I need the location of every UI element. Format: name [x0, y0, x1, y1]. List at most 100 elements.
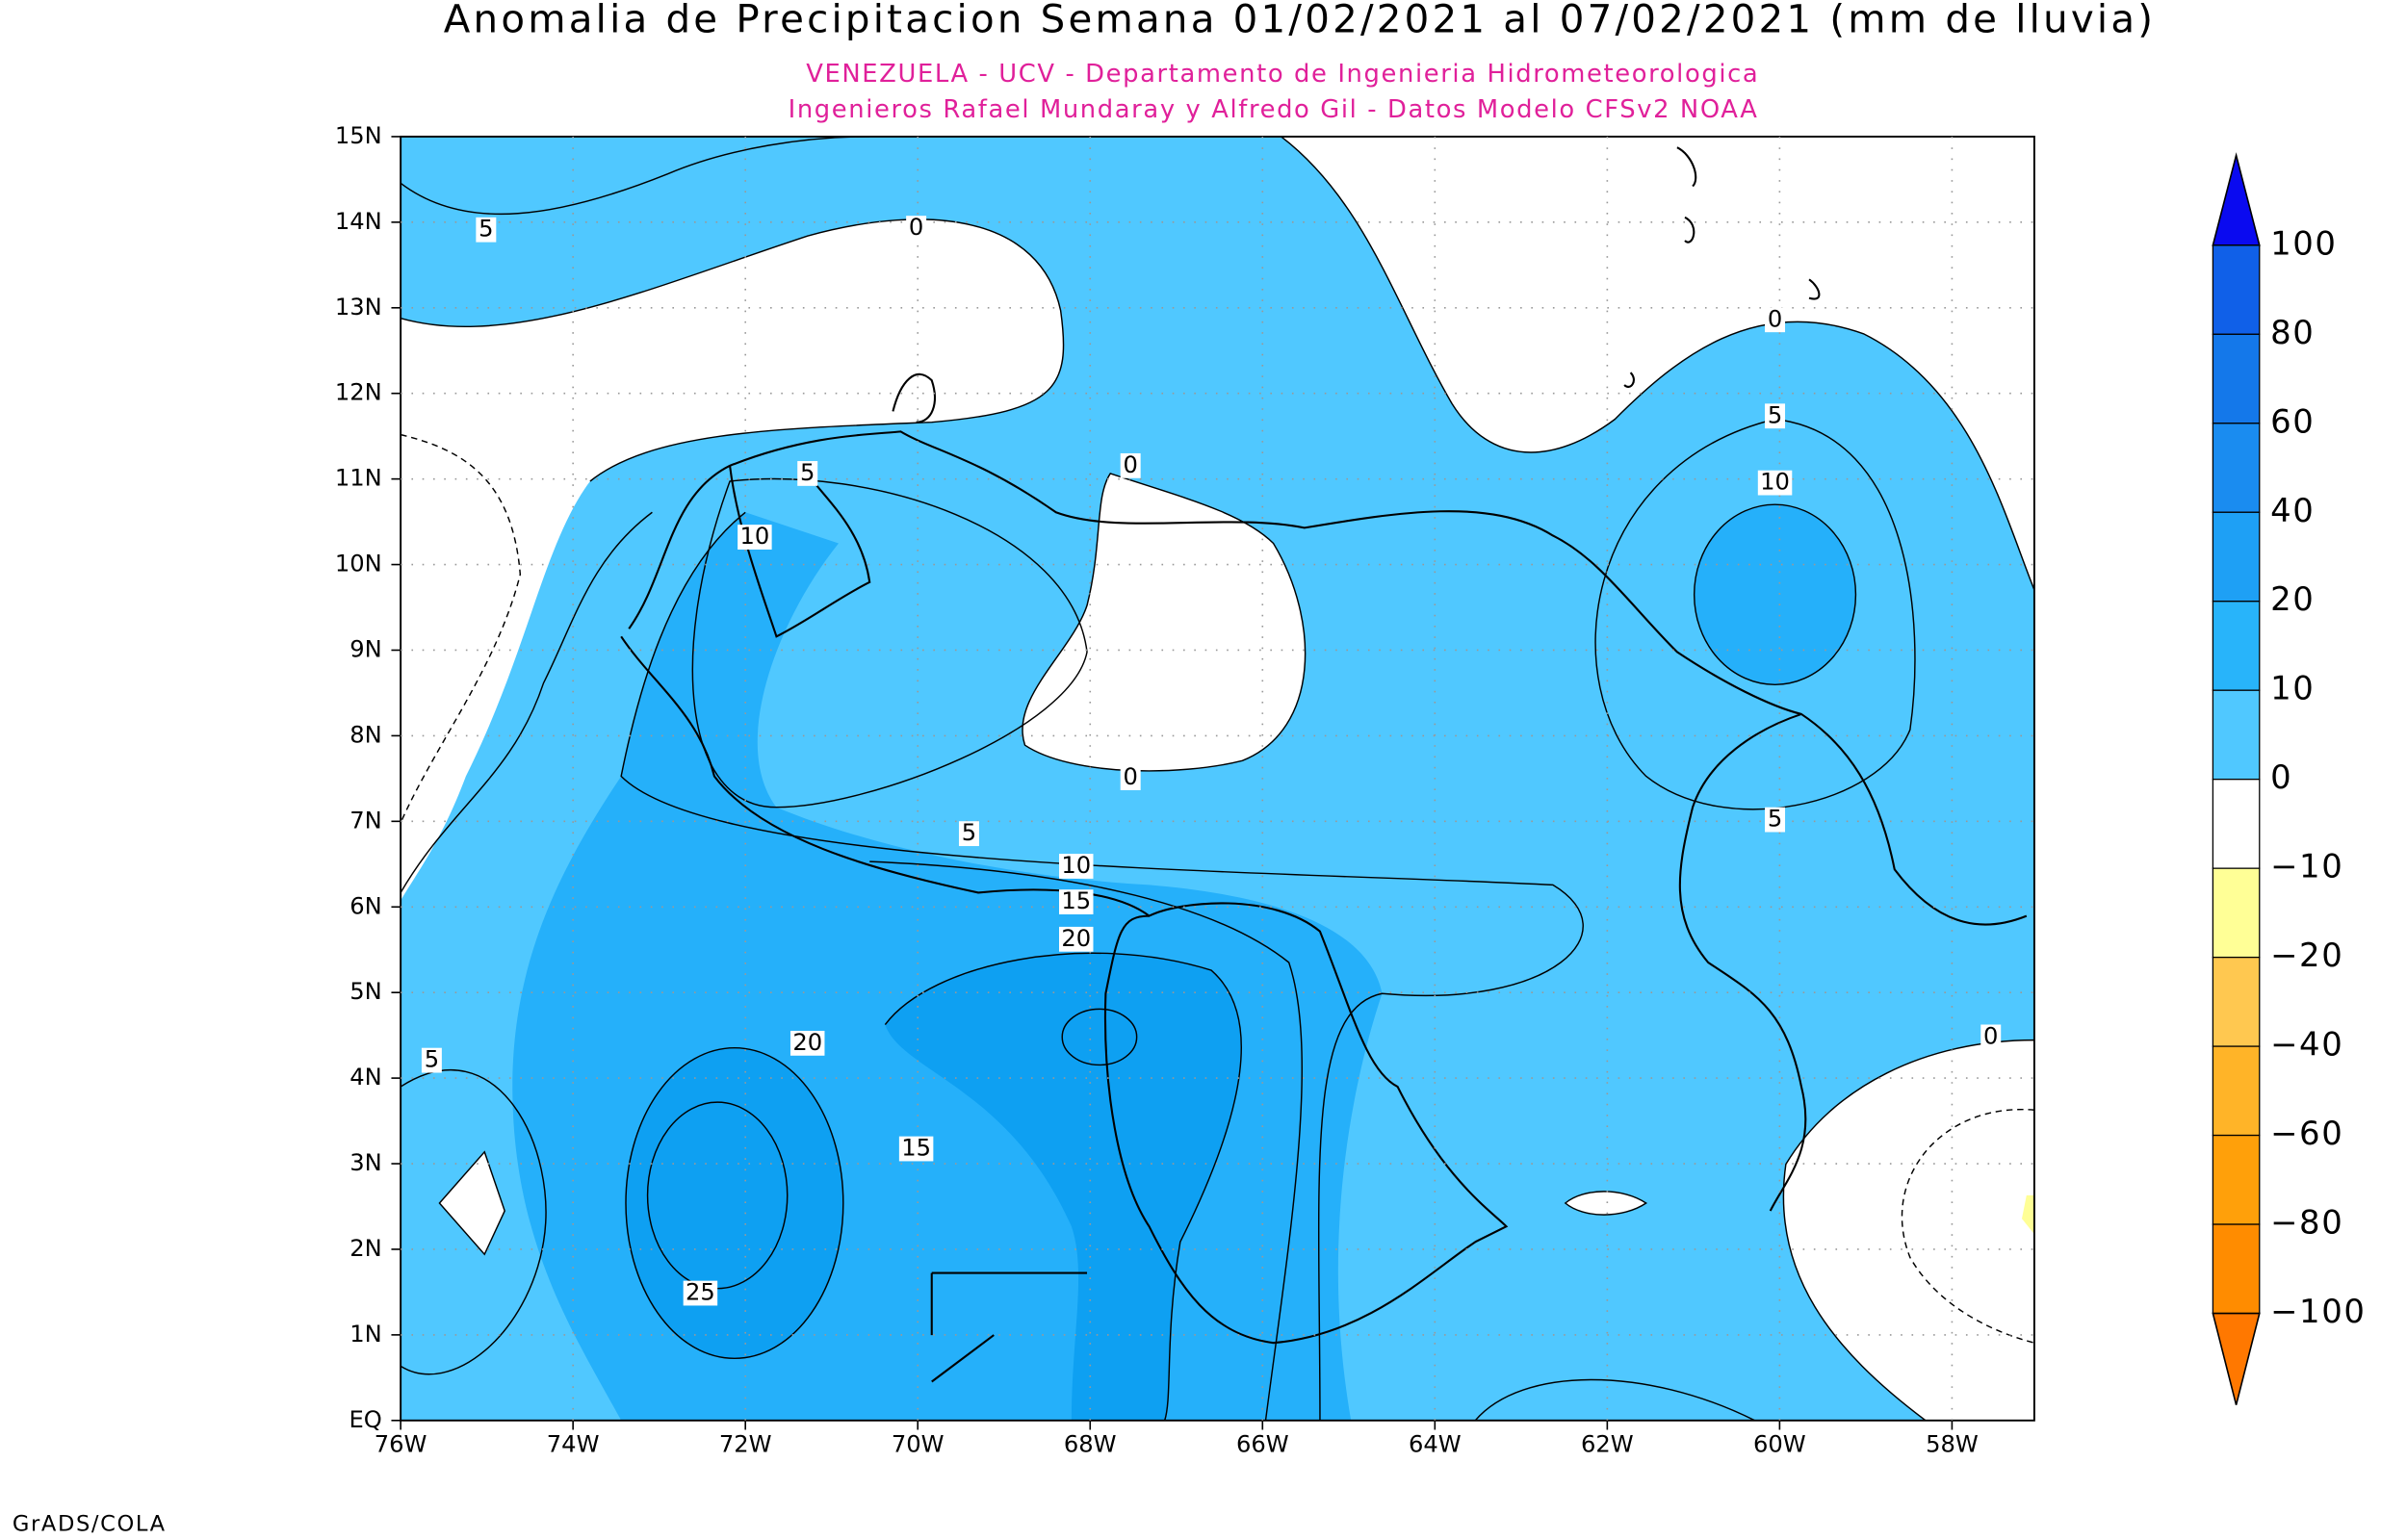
contour-label-bg	[1765, 403, 1786, 429]
contour	[620, 511, 1584, 1421]
lat-label: EQ	[349, 1406, 381, 1433]
lat-label: 14N	[335, 208, 382, 235]
colorbar-box	[2212, 333, 2261, 424]
contour-label: 5	[800, 459, 815, 486]
lat-label: 9N	[349, 635, 381, 662]
border	[1678, 712, 1807, 1212]
lat-label: 5N	[349, 978, 381, 1005]
colorbar-box	[2212, 601, 2261, 691]
lat-label: 13N	[335, 294, 382, 321]
contour-label: 5	[1768, 401, 1782, 428]
contour-label-bg	[1980, 1024, 2002, 1050]
contour-label: 0	[1123, 763, 1137, 790]
lat-label: 8N	[349, 721, 381, 748]
lon-label: 70W	[892, 1431, 945, 1458]
lon-label: 76W	[375, 1431, 427, 1458]
colorbar-label: 20	[2270, 580, 2315, 618]
contour	[1061, 1008, 1138, 1066]
contour-label-bg	[906, 216, 927, 241]
coastline	[892, 372, 936, 424]
contour-label: 5	[479, 216, 493, 243]
contour	[691, 477, 1088, 808]
contour-label: 10	[1061, 852, 1091, 879]
subtitle: VENEZUELA - UCV - Departamento de Ingeni…	[806, 60, 1759, 89]
lat-label: 10N	[335, 551, 382, 578]
contour-label-bg	[898, 1136, 934, 1162]
contour-label: 10	[739, 523, 769, 550]
lon-label: 68W	[1064, 1431, 1117, 1458]
contour	[401, 433, 522, 824]
border	[930, 1271, 1088, 1383]
plot-frame	[400, 135, 2035, 1422]
contour-label-bg	[958, 821, 979, 847]
lat-label: 2N	[349, 1235, 381, 1262]
contour-label-bg	[1765, 807, 1786, 833]
contour-label-bg	[789, 1030, 825, 1056]
contour-label: 25	[686, 1279, 715, 1306]
contour-label: 5	[962, 819, 976, 846]
contour	[1281, 136, 2034, 591]
colorbar-box	[2212, 423, 2261, 513]
contour	[646, 1101, 789, 1290]
contour-label: 5	[425, 1046, 439, 1073]
contour-label-bg	[683, 1280, 718, 1306]
lon-label: 62W	[1581, 1431, 1634, 1458]
contour	[401, 1069, 547, 1375]
fill-neutral	[1022, 473, 1306, 771]
subtitle: Ingenieros Rafael Mundaray y Alfredo Gil…	[789, 95, 1759, 124]
contour	[1474, 1378, 1755, 1421]
footer: GrADS/COLA	[13, 1511, 167, 1536]
map-area	[401, 136, 2034, 1421]
lon-label: 60W	[1753, 1431, 1806, 1458]
colorbar-label: −10	[2270, 848, 2343, 886]
lat-label: 11N	[335, 465, 382, 492]
lon-label: 64W	[1409, 1431, 1462, 1458]
fill-neutral	[438, 1150, 505, 1256]
colorbar-label: −80	[2270, 1204, 2343, 1242]
contour-label-bg	[1059, 889, 1094, 914]
lat-label: 7N	[349, 807, 381, 834]
contour-label-bg	[1120, 765, 1141, 790]
border	[620, 635, 1509, 1345]
contour-label: 0	[1123, 451, 1137, 478]
colorbar-label: 0	[2270, 758, 2292, 796]
colorbar-box	[2212, 867, 2261, 959]
colorbar-box	[2212, 244, 2261, 335]
lon-label: 72W	[719, 1431, 772, 1458]
colorbar-label: 40	[2270, 492, 2315, 529]
colorbar-label: 80	[2270, 314, 2315, 351]
fill-neg	[2022, 1194, 2034, 1235]
colorbar-box	[2212, 1045, 2261, 1137]
contour	[1782, 1039, 2034, 1421]
colorbar-label: −20	[2270, 937, 2343, 974]
contour-label-bg	[1059, 926, 1094, 952]
lat-label: 3N	[349, 1149, 381, 1176]
colorbar-label: −100	[2270, 1293, 2366, 1330]
contour	[625, 1046, 844, 1360]
colorbar-cap	[2212, 152, 2261, 246]
fill-neutral	[1783, 1040, 2034, 1421]
contour-label-bg	[476, 217, 497, 243]
contour	[884, 952, 1242, 1421]
contour-label-bg	[1765, 307, 1786, 333]
colorbar-box	[2212, 1134, 2261, 1225]
contour-label: 15	[901, 1135, 931, 1162]
contour	[401, 218, 1065, 482]
contour	[869, 860, 1304, 1421]
fill-20-40	[885, 953, 1242, 1421]
coastline	[628, 430, 2028, 926]
contour-label: 5	[1768, 806, 1782, 833]
contour-label-bg	[797, 461, 818, 486]
contour-label-bg	[421, 1047, 442, 1073]
colorbar-label: 100	[2270, 224, 2337, 262]
lat-label: 1N	[349, 1321, 381, 1348]
colorbar-label: 10	[2270, 670, 2315, 707]
colorbar-label: 60	[2270, 402, 2315, 440]
colorbar-label: −60	[2270, 1115, 2343, 1152]
lat-label: 6N	[349, 892, 381, 919]
fill-10-20	[1694, 504, 1856, 685]
contour-label: 0	[1768, 305, 1782, 332]
colorbar-label: −40	[2270, 1026, 2343, 1064]
